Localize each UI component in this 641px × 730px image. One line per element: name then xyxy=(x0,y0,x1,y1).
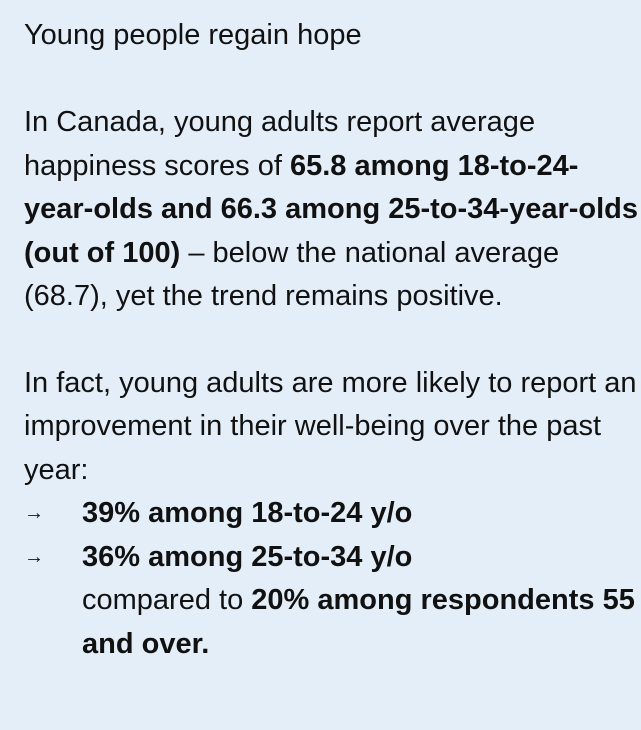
list-item: → 39% among 18-to-24 y/o xyxy=(24,492,641,536)
bullet-2-bold: 36% among 25-to-34 y/o xyxy=(82,540,413,573)
paragraph-1-tail: – below the national average (68.7), yet… xyxy=(24,236,560,313)
list-item: → 36% among 25-to-34 y/o compared to 20% a… xyxy=(24,536,641,667)
bullet-1-bold: 39% among 18-to-24 y/o xyxy=(82,497,413,529)
arrow-right-icon: → xyxy=(24,502,44,524)
arrow-right-icon: → xyxy=(24,545,44,568)
card-title: Young people regain hope xyxy=(24,19,362,51)
paragraph-2-text: In fact, young adults are more likely to… xyxy=(24,366,637,486)
bullet-2-regular: compared to xyxy=(82,584,252,616)
bullet-2-bold-comparison: 20% among respondents 55 and over. xyxy=(82,584,635,660)
happiness-scores-paragraph: In Canada, young adults report average h… xyxy=(24,101,641,319)
improvement-paragraph: In fact, young adults are more likely to… xyxy=(24,362,641,493)
paragraph-1-bold: 65.8 among 18-to-24-year-olds and 66.3 a… xyxy=(24,149,639,269)
paragraph-1-lead: In Canada, young adults report average h… xyxy=(24,106,536,182)
improvement-list: → 39% among 18-to-24 y/o → 36% among 25-to… xyxy=(24,492,641,666)
